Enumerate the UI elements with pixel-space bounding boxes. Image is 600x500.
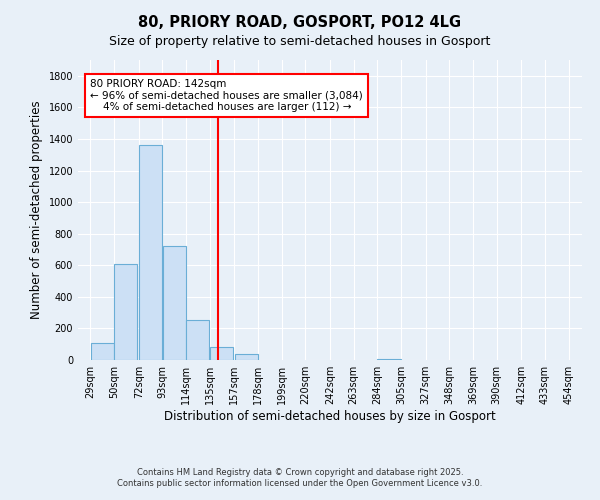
Bar	[163, 246, 186, 360]
Text: 80 PRIORY ROAD: 142sqm
← 96% of semi-detached houses are smaller (3,084)
    4% : 80 PRIORY ROAD: 142sqm ← 96% of semi-det…	[91, 79, 363, 112]
Bar	[186, 320, 209, 360]
Bar	[210, 348, 233, 360]
X-axis label: Distribution of semi-detached houses by size in Gosport: Distribution of semi-detached houses by …	[164, 410, 496, 423]
Bar	[377, 359, 401, 360]
Bar	[235, 354, 258, 360]
Y-axis label: Number of semi-detached properties: Number of semi-detached properties	[30, 100, 43, 320]
Text: Contains HM Land Registry data © Crown copyright and database right 2025.
Contai: Contains HM Land Registry data © Crown c…	[118, 468, 482, 487]
Bar	[91, 342, 114, 360]
Text: Size of property relative to semi-detached houses in Gosport: Size of property relative to semi-detach…	[109, 35, 491, 48]
Bar	[114, 264, 137, 360]
Bar	[139, 146, 162, 360]
Text: 80, PRIORY ROAD, GOSPORT, PO12 4LG: 80, PRIORY ROAD, GOSPORT, PO12 4LG	[139, 15, 461, 30]
